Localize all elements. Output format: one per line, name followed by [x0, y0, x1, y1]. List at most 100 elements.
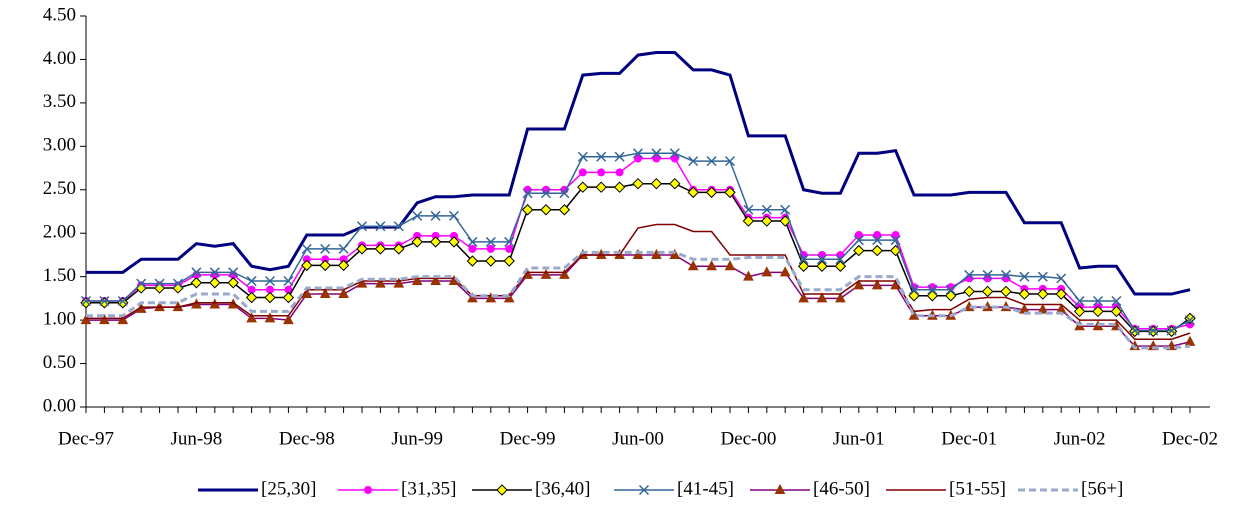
marker	[264, 312, 276, 323]
marker	[283, 275, 294, 287]
marker	[761, 204, 772, 215]
y-tick-label: 0.50	[43, 352, 76, 373]
marker	[1074, 295, 1085, 307]
marker	[467, 236, 478, 247]
marker	[468, 244, 477, 253]
x-tick-label: Dec-00	[720, 428, 776, 449]
marker	[448, 236, 460, 248]
marker	[798, 292, 809, 303]
marker	[430, 210, 441, 221]
marker	[595, 181, 607, 193]
x-tick-label: Dec-02	[1162, 428, 1218, 449]
marker	[485, 236, 496, 247]
line	[86, 250, 1191, 350]
marker	[338, 243, 349, 254]
marker	[393, 243, 405, 255]
marker	[652, 154, 661, 163]
marker	[496, 484, 508, 496]
x-tick-label: Jun-02	[1054, 428, 1106, 449]
marker	[1148, 325, 1159, 336]
marker	[614, 151, 625, 162]
marker	[540, 188, 552, 199]
marker	[835, 292, 846, 303]
marker	[634, 154, 642, 163]
marker	[430, 274, 441, 286]
legend-label: [36,40]	[535, 478, 590, 499]
marker	[374, 243, 387, 255]
marker	[577, 181, 589, 193]
marker	[246, 312, 257, 323]
marker	[80, 295, 92, 307]
marker	[577, 151, 588, 162]
series	[80, 248, 1196, 351]
marker	[687, 186, 699, 199]
series	[80, 148, 1196, 336]
marker	[873, 230, 882, 239]
marker	[835, 254, 846, 265]
marker	[301, 243, 312, 254]
marker	[264, 275, 276, 287]
marker	[742, 215, 755, 227]
marker	[724, 156, 736, 167]
marker	[853, 235, 864, 246]
marker	[375, 277, 386, 288]
marker	[669, 248, 681, 259]
marker	[1184, 335, 1196, 346]
y-tick-label: 3.00	[43, 135, 76, 156]
marker	[816, 260, 828, 272]
x-tick-label: Jun-98	[171, 428, 223, 449]
marker	[117, 295, 128, 307]
marker	[540, 268, 552, 279]
marker	[945, 290, 957, 302]
marker	[559, 188, 570, 199]
marker	[282, 291, 295, 304]
marker	[320, 243, 331, 254]
marker	[724, 260, 736, 271]
y-tick-label: 0.00	[43, 395, 76, 416]
marker	[264, 291, 276, 304]
marker	[209, 267, 220, 278]
marker	[834, 260, 847, 272]
marker	[890, 235, 901, 246]
marker	[597, 168, 606, 177]
marker	[908, 284, 920, 295]
marker	[485, 292, 497, 303]
marker	[1073, 305, 1086, 318]
marker	[558, 204, 571, 216]
y-tick-label: 2.00	[43, 222, 76, 243]
marker	[209, 298, 221, 309]
marker	[1037, 271, 1048, 282]
marker	[209, 277, 221, 289]
marker	[1111, 295, 1122, 307]
marker	[319, 287, 331, 299]
marker	[964, 269, 975, 280]
marker	[191, 267, 202, 278]
y-tick-label: 2.50	[43, 178, 76, 199]
legend-label: [51-55]	[949, 478, 1006, 499]
marker	[853, 279, 865, 290]
marker	[1056, 273, 1067, 284]
marker	[780, 204, 791, 215]
marker	[669, 148, 680, 159]
marker	[356, 243, 368, 255]
marker	[466, 255, 479, 267]
marker	[246, 275, 257, 287]
marker	[412, 210, 423, 221]
marker	[504, 236, 515, 247]
marker	[283, 314, 294, 325]
legend-label: [46-50]	[813, 478, 870, 499]
marker	[724, 186, 736, 199]
marker	[908, 290, 920, 302]
marker	[172, 278, 184, 289]
marker	[891, 230, 900, 239]
marker	[467, 292, 478, 303]
marker	[393, 221, 404, 232]
marker	[651, 148, 662, 159]
marker	[1129, 325, 1140, 336]
marker	[926, 290, 939, 302]
marker	[375, 221, 386, 232]
x-tick-label: Dec-98	[279, 428, 335, 449]
marker	[670, 154, 679, 163]
marker	[319, 259, 331, 272]
